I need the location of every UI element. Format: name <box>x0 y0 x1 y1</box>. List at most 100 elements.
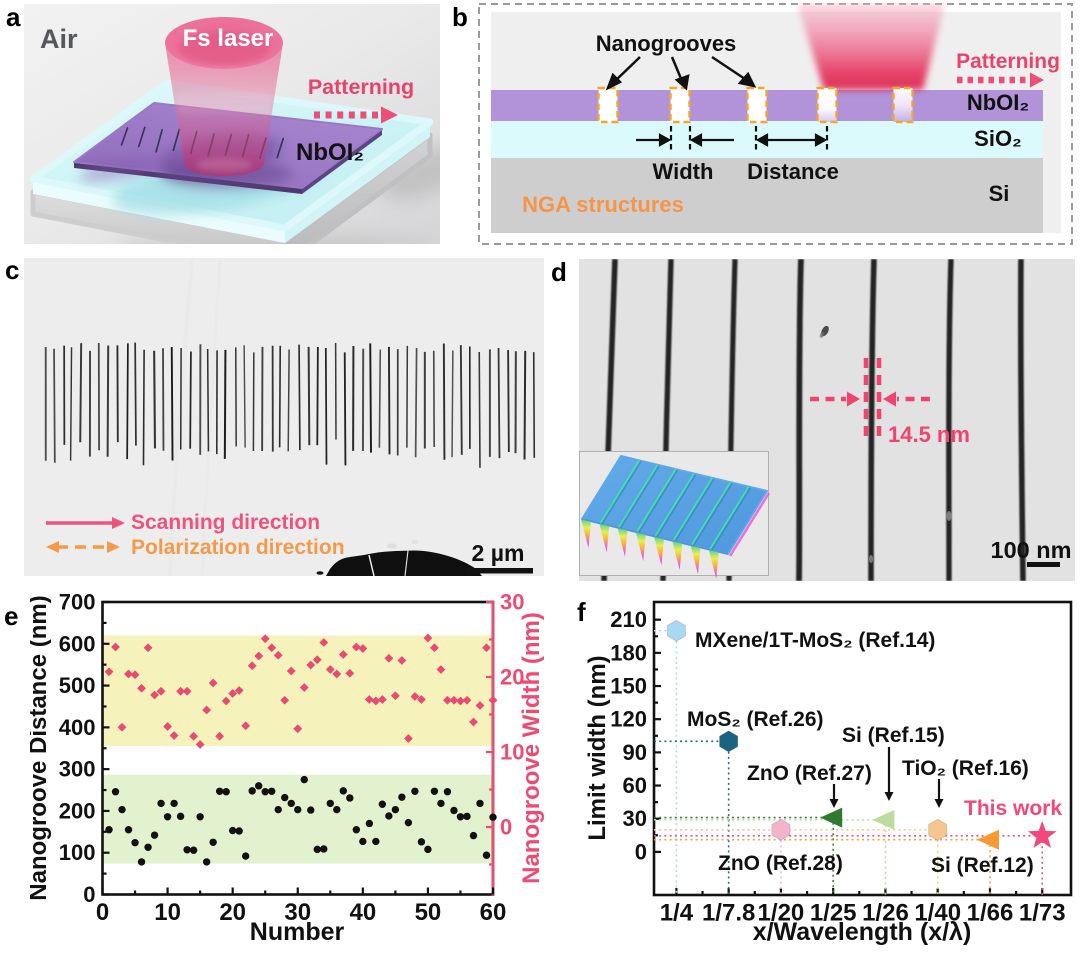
e-width-point <box>475 701 485 710</box>
scanning-direction-label: Scanning direction <box>131 511 320 534</box>
e-distance-point <box>222 788 230 796</box>
laser-cone-part <box>176 92 272 114</box>
nanogroove-pointer-arrows-part <box>613 56 641 83</box>
f-x-tick-label: 1/40 <box>914 900 961 927</box>
flake-groove-tick <box>120 127 129 146</box>
e-width-point <box>397 656 407 665</box>
sem-d-nanogroove-lines-part <box>946 259 954 581</box>
afm-spike <box>708 549 719 579</box>
sem-line <box>343 352 347 466</box>
e-xlabel: Number <box>250 918 345 946</box>
sem-d-speck-part <box>819 332 825 338</box>
e-width-point <box>241 721 251 731</box>
afm-front-edge <box>581 518 729 555</box>
f-label-arrowhead <box>829 799 839 808</box>
scalebar-d-label: 100 nm <box>991 537 1072 563</box>
sem-line <box>223 349 227 459</box>
panel-e-chart: 0 10 20 30 40 50 60010020030040050060070001020… <box>30 590 545 947</box>
sem-line <box>316 346 319 446</box>
e-width-point <box>377 695 387 704</box>
distance-label: Distance <box>747 159 839 184</box>
e-distance-point <box>398 793 406 801</box>
width-measurement-part <box>847 391 860 407</box>
e-width-point <box>247 661 257 671</box>
f-point-label: MoS₂ (Ref.26) <box>687 708 824 731</box>
polarization-direction-arrow-part <box>107 541 120 553</box>
e-width-point <box>312 655 322 665</box>
e-distance-point <box>281 793 289 802</box>
e-distance-point <box>294 805 302 814</box>
e-distance-point <box>456 813 465 821</box>
e-width-point <box>202 705 212 715</box>
e-width-point <box>423 633 433 643</box>
e-distance-point <box>365 819 374 828</box>
afm-inset <box>579 451 771 579</box>
e-distance-point <box>320 845 328 853</box>
e-width-point <box>182 686 192 696</box>
e-width-point <box>319 638 329 647</box>
patterning-arrow-a-part <box>381 106 398 124</box>
afm-spike <box>617 527 628 557</box>
panel-b-schematic: Nanogrooves Patterning Width Distance NG… <box>478 3 1073 245</box>
sem-c-dark-flake-part <box>368 554 375 576</box>
e-y-tick-label: 0 <box>83 882 95 907</box>
scanning-direction-arrow-part <box>112 517 125 529</box>
e-width-point <box>104 667 114 677</box>
e-distance-point <box>228 826 237 835</box>
e-distance-point <box>118 805 126 814</box>
sem-line <box>53 348 56 463</box>
e-distance-point <box>489 813 497 821</box>
panel-f-letter: f <box>577 597 586 627</box>
laser-cone-part <box>196 158 252 172</box>
afm-groove-shadow <box>600 460 642 525</box>
e-distance-point <box>189 846 198 854</box>
e-distance-point <box>176 812 185 821</box>
afm-groove-shadow <box>637 469 679 534</box>
e-distance-point <box>215 787 224 795</box>
laser-cone-part <box>178 32 270 64</box>
e-width-point <box>384 653 394 663</box>
sem-line <box>451 350 454 458</box>
e-width-point <box>443 695 452 705</box>
e-y2-tick-label: 20 <box>500 665 524 690</box>
air-label: Air <box>40 24 78 54</box>
e-distance-point <box>235 827 243 835</box>
si-layer-label: Si <box>988 181 1010 206</box>
e-distance-point <box>313 845 321 854</box>
f-point-triangle <box>820 807 843 828</box>
sem-line <box>478 351 481 468</box>
patterning-arrow-b <box>957 72 1044 88</box>
f-point-hexagon <box>719 730 739 753</box>
sem-c-streaks <box>168 258 222 576</box>
panel-e-letter: e <box>4 601 19 631</box>
e-distance-point <box>359 837 367 846</box>
measurement-label: 14.5 nm <box>888 422 970 447</box>
si-layer <box>491 158 1043 233</box>
e-distance-point <box>183 846 191 854</box>
nanogroove-pointer-arrows-part <box>737 71 757 88</box>
panel-a-illustration: Air Fs laser Patterning NbOI₂ <box>24 4 440 244</box>
afm-groove-line <box>690 481 732 546</box>
e-distance-point <box>339 787 348 795</box>
e-distance-point <box>241 852 250 860</box>
sem-line <box>442 343 446 460</box>
e-width-point <box>221 696 231 706</box>
fs-laser-label: Fs laser <box>183 25 274 52</box>
e-y-tick-label: 700 <box>59 590 96 615</box>
f-y-tick-label: 210 <box>610 607 647 632</box>
e-distance-point <box>424 845 432 854</box>
nanogrooves-label: Nanogrooves <box>595 31 737 56</box>
e-width-point <box>234 686 244 695</box>
e-distance-point <box>476 799 484 808</box>
sem-c-dark-flake-part <box>326 550 482 576</box>
panel-b-dashed-border <box>478 3 1073 245</box>
e-distance-point <box>417 838 426 846</box>
e-distance-point <box>469 831 478 840</box>
sem-line <box>69 347 73 461</box>
e-width-point <box>364 695 374 704</box>
afm-spike <box>654 536 664 566</box>
f-point-hexagon <box>928 818 948 841</box>
sem-c-streaks-part <box>200 258 222 576</box>
sem-line <box>142 349 145 466</box>
